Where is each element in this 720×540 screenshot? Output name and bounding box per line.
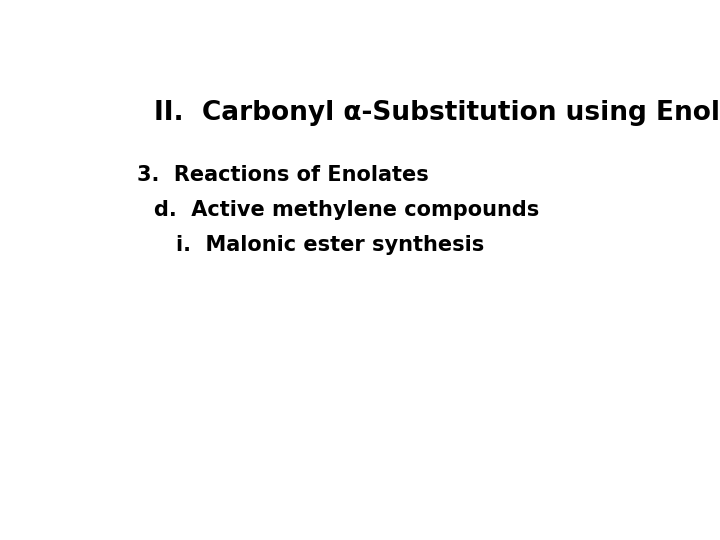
Text: II.  Carbonyl α-Substitution using Enolates: II. Carbonyl α-Substitution using Enolat… xyxy=(154,100,720,126)
Text: i.  Malonic ester synthesis: i. Malonic ester synthesis xyxy=(176,235,485,255)
Text: d.  Active methylene compounds: d. Active methylene compounds xyxy=(154,200,539,220)
Text: 3.  Reactions of Enolates: 3. Reactions of Enolates xyxy=(138,165,429,185)
